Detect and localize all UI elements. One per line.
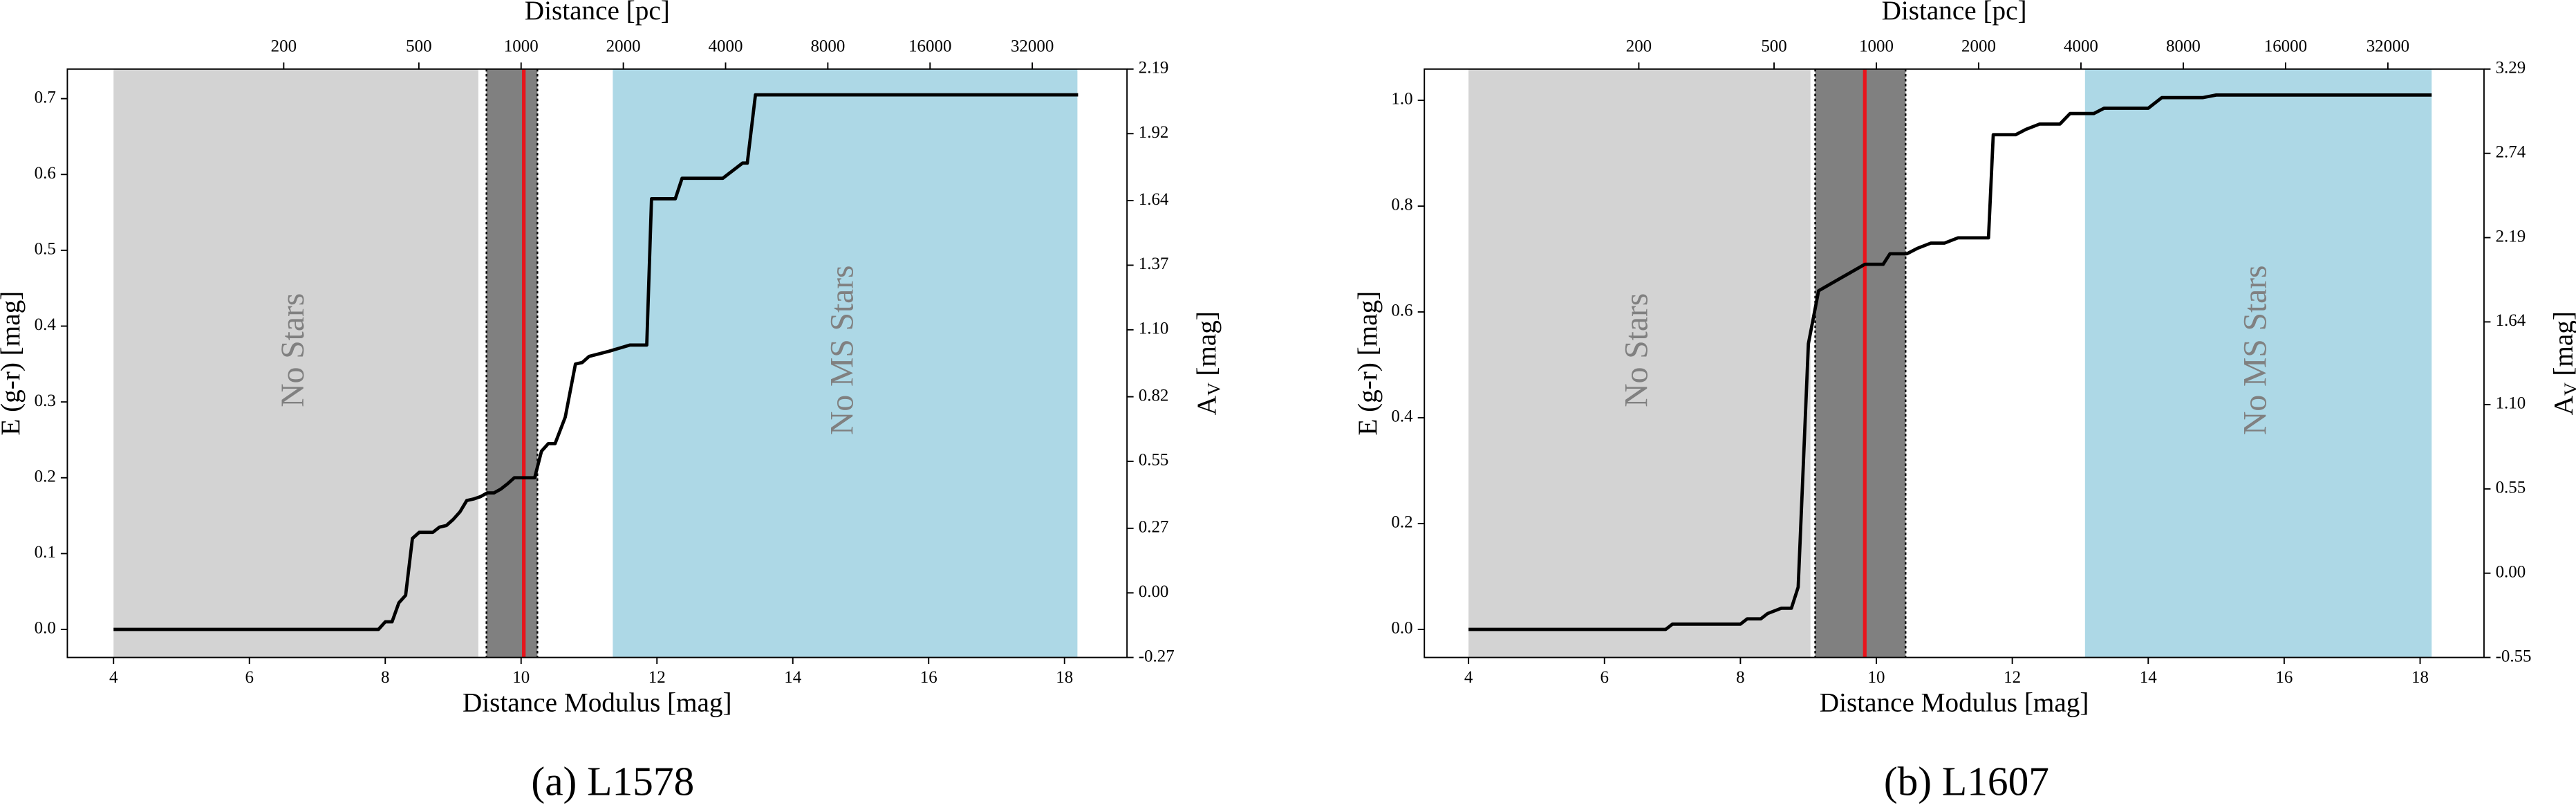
y-tick-label: 0.6 [35, 164, 56, 183]
x2-tick-label: 200 [271, 37, 297, 56]
x-tick-label: 6 [245, 668, 254, 687]
y-tick-label: 0.4 [35, 315, 57, 334]
y-tick-label: 1.0 [1391, 90, 1412, 109]
x-tick-label: 8 [1736, 668, 1744, 687]
y2-tick-label: 1.92 [1139, 123, 1169, 142]
y2-tick-label: 1.10 [1139, 320, 1169, 338]
x-tick-label: 18 [2411, 668, 2429, 687]
y2-label-unit: [mag] [1192, 311, 1222, 376]
x2-tick-label: 4000 [709, 37, 743, 56]
y2-tick-label: 1.10 [2496, 394, 2526, 413]
y2-label-symbol: A [1192, 395, 1222, 415]
region-label: No Stars [1618, 293, 1654, 407]
x-tick-label: 10 [512, 668, 530, 687]
y-axis-label: E (g-r) [mag] [0, 291, 26, 436]
caption: (b) L1607 [1884, 759, 2049, 804]
x-tick-label: 12 [2004, 668, 2021, 687]
y2-axis-label: AV [mag] [2549, 311, 2576, 415]
region [2084, 68, 2432, 658]
x-tick-label: 18 [1056, 668, 1073, 687]
x-tick-label: 14 [2140, 668, 2157, 687]
x2-tick-label: 16000 [2264, 37, 2307, 56]
y-tick-label: 0.8 [1391, 196, 1412, 214]
y2-tick-label: 0.00 [1139, 582, 1169, 601]
y2-tick-label: 1.37 [1139, 255, 1169, 273]
y2-label-subscript: V [1204, 382, 1224, 396]
y2-tick-label: 0.55 [2496, 479, 2526, 497]
y-tick-label: 0.2 [1391, 513, 1412, 532]
y2-label-unit: [mag] [2549, 311, 2576, 376]
extinction-line [1468, 93, 2432, 631]
x2-tick-label: 2000 [1961, 37, 1996, 56]
y2-tick-label: 3.29 [2496, 59, 2526, 77]
y2-tick-label: 0.55 [1139, 451, 1169, 470]
extinction-line [113, 93, 1079, 631]
y2-tick-label: 2.74 [2496, 142, 2526, 161]
plot-frame [66, 68, 1128, 658]
y2-tick-label: 0.82 [1139, 386, 1169, 405]
x2-tick-label: 4000 [2064, 37, 2098, 56]
x-tick-label: 4 [109, 668, 118, 687]
x-tick-label: 10 [1868, 668, 1885, 687]
y-tick-label: 0.3 [35, 391, 56, 410]
y2-tick-label: -0.27 [1139, 647, 1175, 665]
y2-axis-label: AV [mag] [1192, 311, 1224, 415]
y-tick-label: 0.6 [1391, 302, 1412, 320]
x2-tick-label: 2000 [606, 37, 641, 56]
region-label: No Stars [275, 293, 311, 407]
x2-tick-label: 32000 [1011, 37, 1054, 56]
y2-tick-label: -0.55 [2496, 647, 2532, 665]
region [1815, 68, 1906, 658]
x-axis-label: Distance Modulus [mag] [463, 688, 732, 717]
y-axis-label: E (g-r) [mag] [1353, 291, 1383, 436]
x2-axis-label: Distance [pc] [1882, 0, 2027, 26]
x2-tick-label: 1000 [1859, 37, 1894, 56]
y-tick-label: 0.0 [1391, 619, 1412, 638]
y-tick-label: 0.7 [35, 88, 56, 107]
x-tick-label: 8 [381, 668, 389, 687]
region [486, 68, 538, 658]
region [613, 68, 1078, 658]
x2-tick-label: 500 [1761, 37, 1786, 56]
x2-tick-label: 200 [1626, 37, 1652, 56]
x2-tick-label: 1000 [504, 37, 539, 56]
x2-tick-label: 8000 [2166, 37, 2201, 56]
y-tick-label: 0.0 [35, 619, 56, 638]
y2-label-symbol: A [2549, 395, 2576, 415]
chart: No Stars No MS Stars 4 6 8 10 12 14 16 18 200 500 10… [0, 0, 1224, 804]
y-tick-label: 0.5 [35, 240, 56, 259]
x-tick-label: 16 [920, 668, 937, 687]
y2-tick-label: 0.00 [2496, 562, 2526, 581]
region [113, 68, 478, 658]
y2-tick-label: 0.27 [1139, 518, 1169, 537]
y2-tick-label: 1.64 [1139, 190, 1169, 209]
x2-tick-label: 16000 [908, 37, 951, 56]
caption: (a) L1578 [531, 759, 694, 804]
plot-frame [1424, 68, 2485, 658]
region [1468, 68, 1811, 658]
x-tick-label: 6 [1600, 668, 1609, 687]
y-tick-label: 0.2 [35, 467, 56, 486]
y2-tick-label: 1.64 [2496, 311, 2526, 330]
x2-tick-label: 500 [406, 37, 431, 56]
x2-axis-label: Distance [pc] [525, 0, 670, 26]
y-tick-label: 0.4 [1391, 407, 1413, 426]
x-tick-label: 16 [2275, 668, 2293, 687]
x2-tick-label: 32000 [2367, 37, 2409, 56]
y2-tick-label: 2.19 [1139, 59, 1169, 77]
chart: No Stars No MS Stars 4 6 8 10 12 14 16 18 200 500 10… [1353, 0, 2576, 804]
x-tick-label: 4 [1464, 668, 1473, 687]
y2-tick-label: 2.19 [2496, 227, 2526, 246]
region-label: No MS Stars [824, 265, 860, 435]
region-label: No MS Stars [2237, 265, 2273, 435]
x-tick-label: 12 [648, 668, 666, 687]
x-axis-label: Distance Modulus [mag] [1820, 688, 2089, 717]
y2-label-subscript: V [2561, 382, 2576, 396]
x-tick-label: 14 [784, 668, 801, 687]
y-tick-label: 0.1 [35, 543, 56, 562]
x2-tick-label: 8000 [810, 37, 845, 56]
